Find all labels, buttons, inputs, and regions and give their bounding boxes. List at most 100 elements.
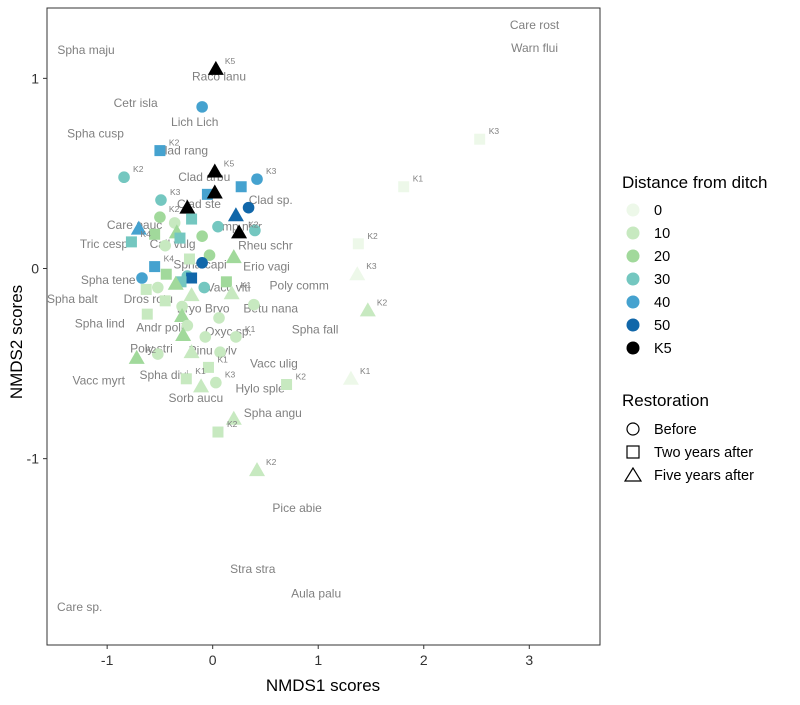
- species-label: Spha lind: [75, 317, 125, 331]
- data-point-before: [118, 171, 130, 184]
- data-point-five-years: [179, 199, 196, 214]
- plot-panel-border: [46, 7, 601, 646]
- data-point-before: [242, 201, 255, 214]
- data-point-two-years: [281, 378, 293, 390]
- legend-shape-square: [626, 445, 640, 459]
- point-site-label: K2: [227, 419, 238, 429]
- point-site-label: K1: [245, 324, 256, 334]
- species-label: Bryo Bryo: [177, 301, 230, 315]
- point-site-label: K2: [296, 371, 307, 381]
- data-point-five-years: [183, 344, 200, 359]
- data-point-two-years: [160, 268, 172, 280]
- x-tick-label: 2: [420, 652, 428, 668]
- species-label: Cetr isla: [114, 96, 158, 110]
- point-site-label: K2: [146, 345, 157, 355]
- data-point-two-years: [149, 261, 161, 273]
- point-site-label: K2: [133, 164, 144, 174]
- species-label: Spha divi: [139, 368, 188, 382]
- data-point-before: [196, 230, 208, 242]
- point-site-label: K2: [266, 457, 277, 467]
- data-point-five-years: [342, 370, 359, 385]
- point-site-label: K3: [366, 261, 377, 271]
- data-point-before: [230, 331, 242, 343]
- data-point-five-years: [206, 184, 223, 199]
- species-label: Lich Lich: [171, 115, 218, 129]
- data-point-five-years: [349, 266, 366, 281]
- legend-distance-key: [626, 249, 640, 263]
- data-point-two-years: [212, 426, 224, 438]
- legend-distance-key: [626, 272, 640, 286]
- data-point-before: [248, 298, 260, 311]
- data-point-two-years: [220, 276, 232, 288]
- point-site-label: K4: [140, 229, 151, 239]
- legend-distance-label: K5: [654, 341, 672, 357]
- data-point-five-years: [130, 220, 147, 235]
- legend-distance: Distance from ditch 0 10 20 30 40 50 K5: [622, 173, 768, 357]
- legend-distance-label: 40: [654, 295, 670, 311]
- data-point-five-years: [206, 163, 223, 178]
- data-point-before: [136, 272, 148, 284]
- point-site-label: K3: [170, 187, 181, 197]
- data-point-two-years: [149, 228, 161, 240]
- data-point-before: [212, 220, 224, 233]
- species-label: Warn flui: [511, 41, 558, 55]
- species-label: Spha tene: [81, 273, 136, 287]
- species-label: Aula palu: [291, 587, 341, 601]
- species-label: Andr poli: [136, 320, 183, 334]
- legend-restoration-label: Two years after: [654, 445, 753, 461]
- data-point-five-years: [359, 302, 376, 317]
- species-label: Spha angu: [244, 406, 302, 420]
- data-point-before: [181, 319, 194, 332]
- point-site-label: K1: [241, 280, 252, 290]
- data-point-two-years: [141, 308, 153, 320]
- x-tick-label: 1: [314, 652, 322, 668]
- point-site-label: K5: [224, 159, 235, 169]
- point-site-label: K1: [360, 366, 371, 376]
- data-point-two-years: [175, 276, 187, 288]
- legend-distance-key: [626, 295, 640, 309]
- data-point-two-years: [186, 213, 198, 225]
- x-tick-label: -1: [101, 652, 114, 668]
- species-label: Tric cesp: [80, 237, 129, 251]
- species-label: Rheu schr: [238, 239, 293, 253]
- point-site-label: K1: [195, 366, 206, 376]
- y-tick-label: 1: [31, 70, 39, 86]
- species-label: Clad rang: [156, 144, 208, 158]
- point-site-label: K2: [367, 231, 378, 241]
- point-site-label: K5: [225, 56, 236, 66]
- point-site-label: K3: [225, 370, 236, 380]
- data-point-five-years: [175, 327, 192, 342]
- data-point-before: [249, 224, 261, 237]
- data-point-five-years: [167, 275, 184, 290]
- data-point-five-years: [225, 249, 242, 264]
- data-point-before: [251, 173, 263, 185]
- data-point-before: [199, 331, 212, 343]
- x-tick-label: 0: [209, 652, 217, 668]
- point-site-label: K2: [377, 297, 388, 307]
- data-point-before: [159, 239, 171, 252]
- legend-distance-label: 20: [654, 249, 670, 265]
- data-point-two-years: [174, 232, 186, 244]
- point-site-label: K3: [489, 126, 500, 136]
- data-point-two-years: [202, 361, 214, 373]
- data-point-before: [196, 101, 208, 113]
- data-point-five-years: [193, 378, 210, 393]
- species-label: Clad sp.: [249, 193, 293, 207]
- data-point-before: [213, 312, 225, 324]
- data-point-before: [210, 376, 222, 389]
- data-point-five-years: [249, 462, 266, 477]
- data-point-before: [196, 257, 208, 269]
- legend-restoration-label: Before: [654, 422, 697, 438]
- x-axis-title: NMDS1 scores: [266, 676, 380, 695]
- data-point-two-years: [352, 238, 364, 250]
- species-label: Spha balt: [47, 292, 98, 306]
- data-point-two-years: [398, 181, 410, 193]
- legend-restoration-title: Restoration: [622, 391, 709, 410]
- species-label: Erio vagi: [243, 260, 290, 274]
- species-label: Stra stra: [230, 562, 276, 576]
- legend-distance-label: 30: [654, 272, 670, 288]
- data-point-two-years: [235, 181, 247, 193]
- species-label: Poly comm: [270, 279, 329, 293]
- y-tick-label: 0: [31, 261, 39, 277]
